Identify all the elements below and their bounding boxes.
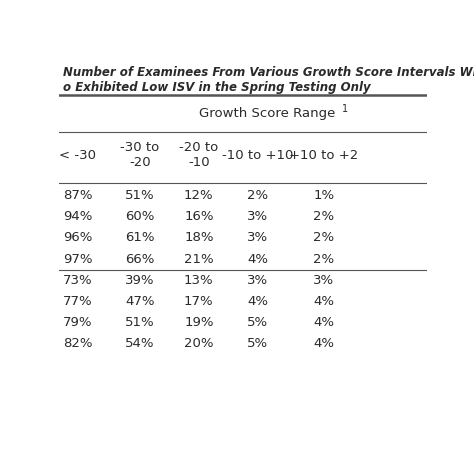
Text: -20 to
-10: -20 to -10: [179, 141, 219, 169]
Text: 3%: 3%: [313, 274, 334, 287]
Text: 21%: 21%: [184, 253, 214, 265]
Text: 2%: 2%: [313, 231, 334, 245]
Text: 61%: 61%: [125, 231, 155, 245]
Text: 16%: 16%: [184, 210, 214, 223]
Text: 5%: 5%: [247, 337, 268, 350]
Text: 66%: 66%: [126, 253, 155, 265]
Text: 60%: 60%: [126, 210, 155, 223]
Text: +10 to +2: +10 to +2: [289, 149, 358, 162]
Text: 1%: 1%: [313, 189, 334, 202]
Text: 3%: 3%: [247, 210, 268, 223]
Text: 77%: 77%: [63, 295, 92, 308]
Text: 54%: 54%: [125, 337, 155, 350]
Text: 12%: 12%: [184, 189, 214, 202]
Text: 2%: 2%: [313, 253, 334, 265]
Text: 82%: 82%: [63, 337, 92, 350]
Text: -10 to +10: -10 to +10: [222, 149, 293, 162]
Text: o Exhibited Low ISV in the Spring Testing Only: o Exhibited Low ISV in the Spring Testin…: [63, 81, 371, 93]
Text: 2%: 2%: [313, 210, 334, 223]
Text: -30 to
-20: -30 to -20: [120, 141, 160, 169]
Text: 4%: 4%: [313, 316, 334, 329]
Text: 4%: 4%: [247, 253, 268, 265]
Text: 79%: 79%: [63, 316, 92, 329]
Text: 19%: 19%: [184, 316, 214, 329]
Text: 47%: 47%: [125, 295, 155, 308]
Text: Number of Examinees From Various Growth Score Intervals Wh: Number of Examinees From Various Growth …: [63, 66, 474, 79]
Text: 97%: 97%: [63, 253, 92, 265]
Text: 17%: 17%: [184, 295, 214, 308]
Text: < -30: < -30: [59, 149, 96, 162]
Text: 73%: 73%: [63, 274, 92, 287]
Text: 96%: 96%: [63, 231, 92, 245]
Text: 87%: 87%: [63, 189, 92, 202]
Text: 94%: 94%: [63, 210, 92, 223]
Text: 51%: 51%: [125, 316, 155, 329]
Text: 4%: 4%: [313, 337, 334, 350]
Text: 1: 1: [342, 104, 348, 114]
Text: 4%: 4%: [247, 295, 268, 308]
Text: 3%: 3%: [247, 274, 268, 287]
Text: Growth Score Range: Growth Score Range: [199, 107, 335, 120]
Text: 2%: 2%: [247, 189, 268, 202]
Text: 13%: 13%: [184, 274, 214, 287]
Text: 51%: 51%: [125, 189, 155, 202]
Text: 4%: 4%: [313, 295, 334, 308]
Text: 5%: 5%: [247, 316, 268, 329]
Text: 3%: 3%: [247, 231, 268, 245]
Text: 20%: 20%: [184, 337, 214, 350]
Text: 18%: 18%: [184, 231, 214, 245]
Text: 39%: 39%: [125, 274, 155, 287]
